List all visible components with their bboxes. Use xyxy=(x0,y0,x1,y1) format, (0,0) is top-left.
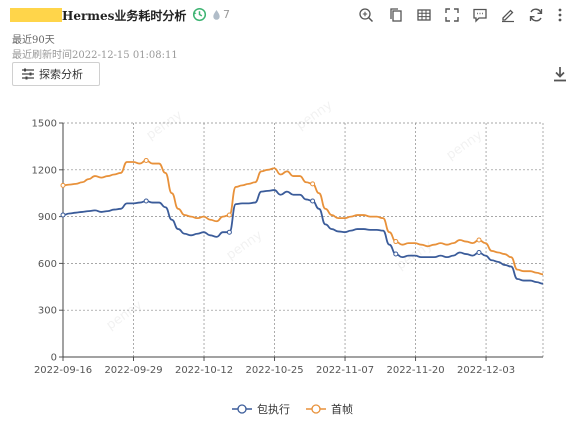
refresh-time: 最近刷新时间2022-12-15 01:08:11 xyxy=(12,50,178,61)
y-tick-label: 0 xyxy=(51,353,57,364)
series-line-2 xyxy=(62,159,544,276)
series-point-1 xyxy=(143,198,149,204)
x-tick-label: 2022-12-03 xyxy=(457,365,515,376)
series-point-2 xyxy=(393,239,399,245)
more-icon[interactable] xyxy=(552,7,568,23)
watermark-text: penny xyxy=(144,108,186,144)
explore-analysis-label: 探索分析 xyxy=(39,68,83,81)
drop-icon xyxy=(213,10,220,20)
series-point-1 xyxy=(476,249,482,255)
comment-icon[interactable] xyxy=(472,7,488,23)
legend-label-1[interactable]: 包执行 xyxy=(257,402,290,416)
y-tick-label: 1500 xyxy=(32,119,57,130)
legend-marker-2[interactable] xyxy=(311,404,321,414)
edit-icon[interactable] xyxy=(500,7,516,23)
header: Hermes业务耗时分析 7 xyxy=(0,0,577,32)
redacted-logo xyxy=(10,8,62,22)
series-point-2 xyxy=(476,237,482,243)
watermark-text: penny xyxy=(104,298,146,334)
x-tick-label: 2022-10-25 xyxy=(245,365,303,376)
copy-icon[interactable] xyxy=(388,7,404,23)
y-tick-label: 600 xyxy=(38,259,57,270)
x-tick-label: 2022-10-12 xyxy=(175,365,233,376)
zoom-icon[interactable] xyxy=(358,7,374,23)
x-tick-label: 2022-11-07 xyxy=(316,365,374,376)
y-tick-label: 900 xyxy=(38,212,57,223)
series-line-1 xyxy=(62,189,544,285)
filter-sliders-icon xyxy=(22,68,34,80)
page-title: Hermes业务耗时分析 xyxy=(62,9,187,23)
fullscreen-icon[interactable] xyxy=(444,7,460,23)
x-tick-label: 2022-09-16 xyxy=(34,365,92,376)
legend-marker-1[interactable] xyxy=(237,404,247,414)
series-point-2 xyxy=(226,212,232,218)
watermark-text: penny xyxy=(294,100,336,133)
time-range: 最近90天 xyxy=(12,35,55,46)
x-tick-label: 2022-11-20 xyxy=(386,365,444,376)
auto-refresh-icon[interactable] xyxy=(192,7,207,22)
series-point-2 xyxy=(143,157,149,163)
y-tick-label: 1200 xyxy=(32,165,57,176)
y-tick-label: 300 xyxy=(38,306,57,317)
series-point-1 xyxy=(310,198,316,204)
table-icon[interactable] xyxy=(416,7,432,23)
explore-analysis-button[interactable]: 探索分析 xyxy=(12,62,100,86)
series-point-2 xyxy=(310,181,316,187)
legend-label-2[interactable]: 首帧 xyxy=(331,402,353,416)
line-chart: penny penny penny penny penny penny 0 300 600 900… xyxy=(0,98,577,422)
view-count: 7 xyxy=(223,8,230,21)
download-icon[interactable] xyxy=(552,65,568,83)
series-point-1 xyxy=(393,251,399,257)
series-point-2 xyxy=(60,182,66,188)
watermark-text: penny xyxy=(444,128,486,164)
series-point-1 xyxy=(60,212,66,218)
series-point-1 xyxy=(226,229,232,235)
refresh-icon[interactable] xyxy=(528,7,544,23)
x-tick-label: 2022-09-29 xyxy=(104,365,162,376)
